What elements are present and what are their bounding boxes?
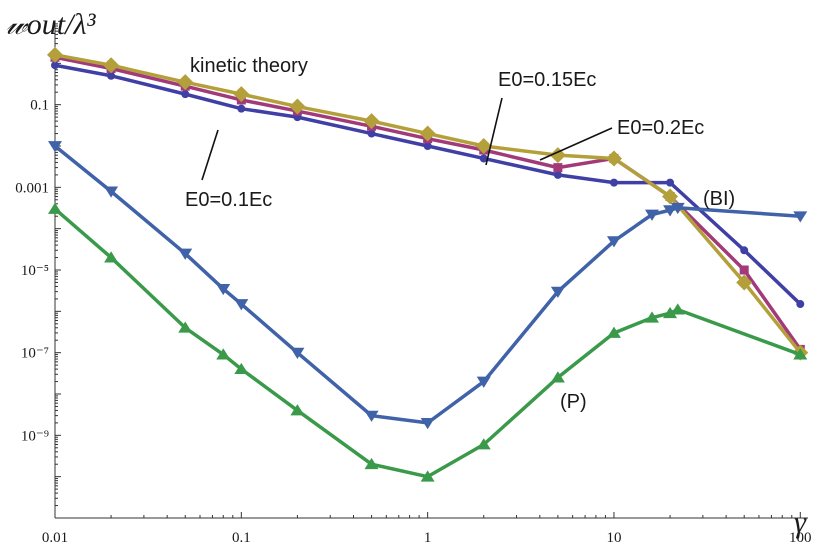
data-point [736,274,753,291]
annotation-layer: kinetic theory E0=0.15Ec E0=0.2Ec E0=0.1Ec (… [185,55,735,413]
series-4 [48,141,808,430]
series-line [54,63,802,306]
data-point [605,150,622,167]
y-tick-label: 0.001 [15,180,49,196]
data-point [644,311,659,323]
data-point [549,147,566,164]
data-point [662,188,679,205]
data-point [234,362,249,375]
leader-line [201,129,219,181]
y-tick-label: 10⁻⁷ [21,346,49,362]
data-point [363,113,380,130]
axes: 0.01 0.1 1 10 100 0.1 0.001 10⁻⁵ 10⁻⁷ 10⁻⁹ 𝓌out/λ³… [6,8,812,546]
x-tick-label: 1 [424,530,432,546]
x-axis-title: γ [794,506,807,539]
data-point [423,142,432,150]
data-point [475,138,492,154]
data-point [663,205,678,217]
series-5 [48,202,808,482]
series-line [53,144,801,425]
data-point [609,178,618,187]
data-point [740,246,749,255]
x-tick-label: 0.1 [232,530,251,546]
data-point [48,141,62,153]
data-point [367,129,376,138]
data-point [796,300,805,309]
data-point [51,61,59,70]
leader-line [485,97,503,166]
data-point [550,286,565,298]
leader-line [539,127,613,161]
annotation-label: kinetic theory [190,55,308,77]
data-point [739,265,749,275]
x-tick-label: 0.01 [42,530,68,546]
data-point [104,186,119,198]
data-point [216,283,231,296]
data-point [666,178,675,187]
data-point [419,125,436,142]
data-point [177,74,194,91]
data-point [550,371,565,383]
data-point [793,348,808,360]
data-point [606,236,621,248]
data-point [107,71,116,80]
annotation-label: E0=0.1Ec [185,189,272,211]
data-point [233,86,250,103]
data-point [606,326,621,338]
series-layer [47,46,809,482]
data-point [234,299,249,311]
annotation-label: (BI) [703,188,735,210]
data-point [420,470,435,482]
annotation-label: E0=0.2Ec [617,117,704,139]
series-1 [51,61,805,309]
data-point [364,457,379,470]
y-tick-label: 10⁻⁵ [21,263,49,279]
data-point [793,211,808,223]
data-point [670,303,685,315]
data-point [178,248,193,260]
x-tick-label: 10 [606,530,621,546]
y-axis-title: 𝓌out/λ³ [6,8,96,41]
data-point [420,417,435,430]
annotation-label: E0=0.15Ec [498,69,596,91]
annotation-label: (P) [560,391,587,413]
data-point [553,163,563,173]
data-point [476,376,491,388]
data-point [289,98,306,115]
series-line [54,55,802,351]
data-point [103,57,120,74]
data-point [364,410,379,422]
series-3 [47,46,809,361]
data-point [644,209,659,221]
x-tick-label: 100 [789,530,812,546]
data-point [47,46,63,63]
data-point [476,438,491,450]
data-point [553,170,562,179]
data-point [237,104,246,113]
data-point [479,154,488,163]
data-point [181,90,190,99]
data-point [663,306,678,319]
series-line [53,207,801,479]
data-point [178,321,193,333]
data-point [290,404,305,416]
data-point [290,347,305,359]
data-point [104,251,119,263]
y-tick-label: 10⁻⁹ [21,428,49,444]
data-point [670,202,685,215]
y-tick-label: 0.1 [30,98,49,114]
data-point [48,202,62,214]
data-point [216,348,231,360]
